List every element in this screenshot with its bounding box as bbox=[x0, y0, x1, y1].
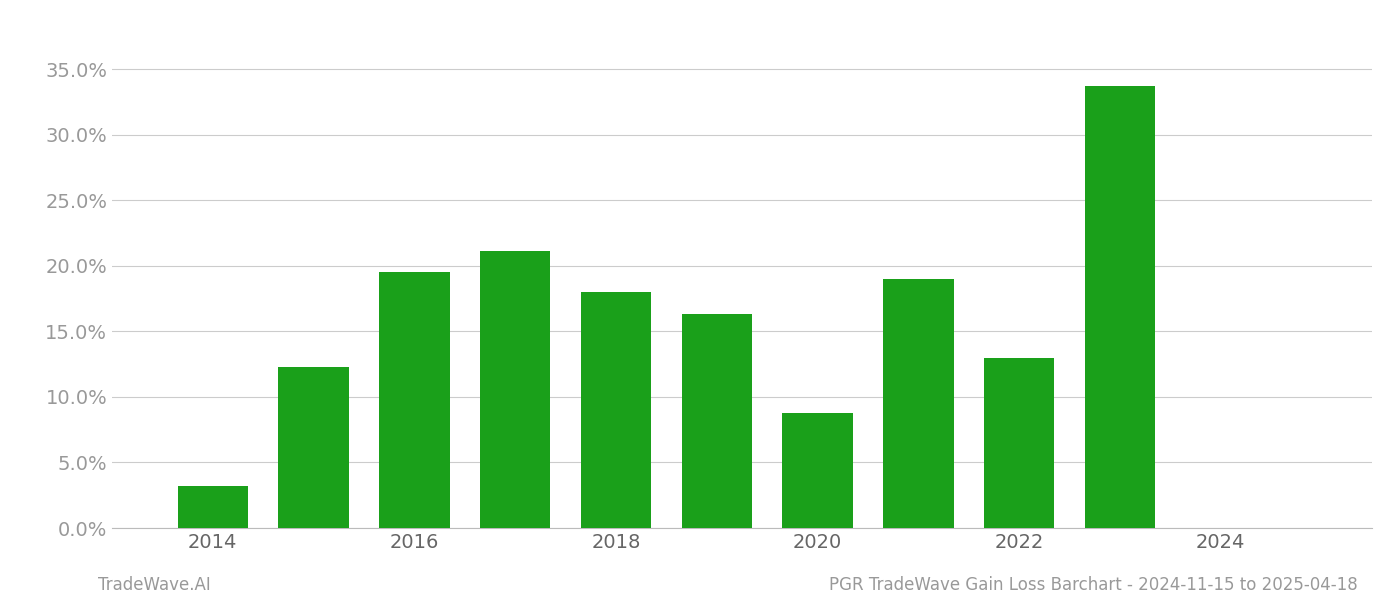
Bar bbox=[379, 272, 449, 528]
Bar bbox=[783, 413, 853, 528]
Bar bbox=[1085, 86, 1155, 528]
Bar bbox=[279, 367, 349, 528]
Bar bbox=[178, 486, 248, 528]
Bar bbox=[581, 292, 651, 528]
Text: PGR TradeWave Gain Loss Barchart - 2024-11-15 to 2025-04-18: PGR TradeWave Gain Loss Barchart - 2024-… bbox=[829, 576, 1358, 594]
Bar bbox=[682, 314, 752, 528]
Bar bbox=[480, 251, 550, 528]
Bar bbox=[883, 279, 953, 528]
Text: TradeWave.AI: TradeWave.AI bbox=[98, 576, 211, 594]
Bar bbox=[984, 358, 1054, 528]
